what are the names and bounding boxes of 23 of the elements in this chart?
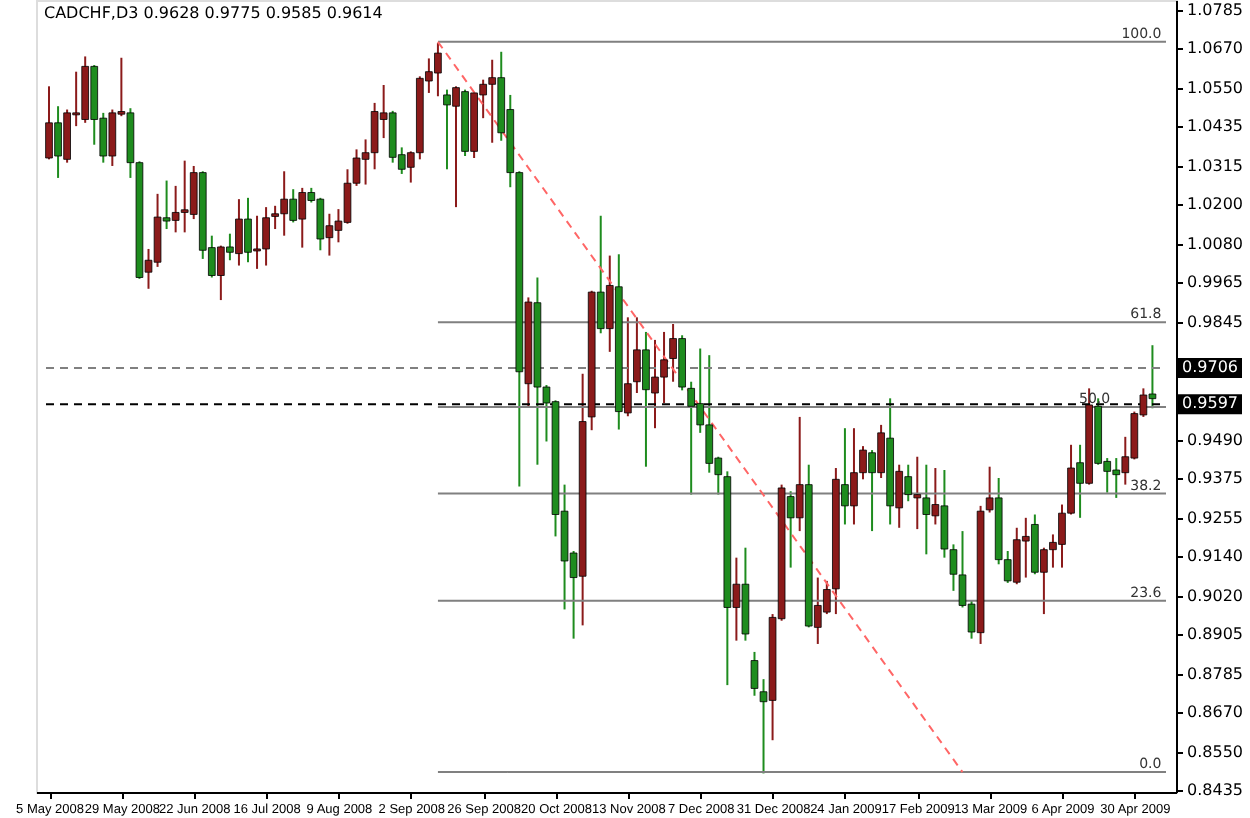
y-tick-label: 1.0315 [1187,156,1243,175]
y-tick-label: 0.9255 [1187,508,1243,527]
y-tick-label: 0.9140 [1187,546,1243,565]
y-tick-label: 0.9375 [1187,468,1243,487]
y-tick-label: 1.0550 [1187,78,1243,97]
y-tick-label: 0.8905 [1187,625,1243,643]
y-tick-label: 1.0080 [1187,234,1243,253]
y-tick-label: 0.8435 [1187,781,1243,800]
y-tick-label: 0.9965 [1187,273,1243,292]
y-tick-label: 0.9490 [1187,430,1243,449]
ref-line-label: 0.9597 [1182,394,1238,413]
y-tick-label: 0.9845 [1187,312,1243,331]
y-tick-label: 1.0435 [1187,117,1243,136]
y-tick-label: 0.9020 [1187,586,1243,605]
y-tick-label: 0.8550 [1187,742,1243,761]
y-tick-label: 0.8670 [1187,703,1243,721]
y-tick-label: 0.8785 [1187,664,1243,683]
candlestick [750,650,759,697]
y-tick-label: 1.0200 [1187,195,1243,214]
y-tick-label: 1.0670 [1187,39,1243,58]
ref-line-label: 0.9706 [1182,358,1238,377]
y-tick-label: 1.0785 [1187,0,1243,19]
chart-title: CADCHF,D3 0.9628 0.9775 0.9585 0.9614 [44,4,383,22]
